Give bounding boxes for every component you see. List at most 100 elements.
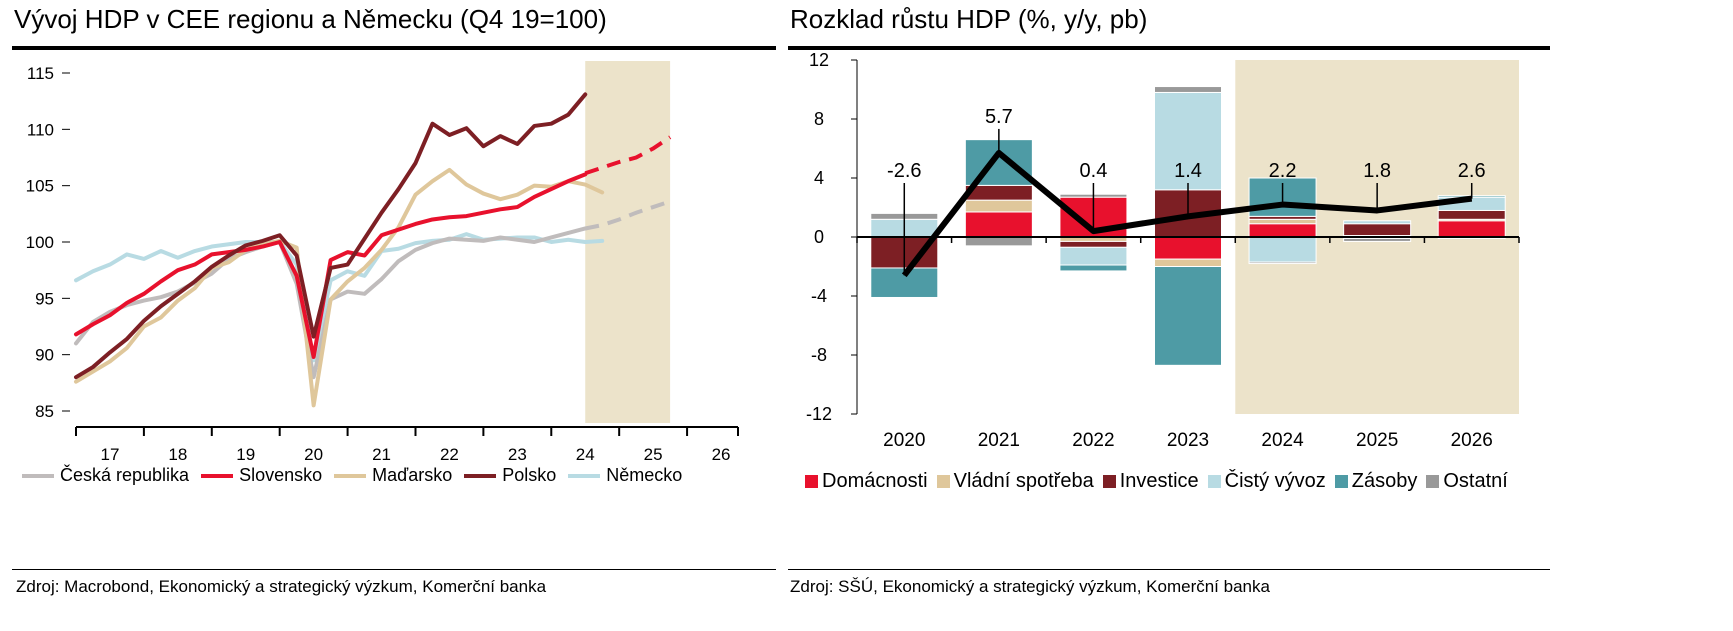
bar-segment xyxy=(1154,236,1222,260)
y-tick-label: 12 xyxy=(809,50,829,70)
y-tick-label: 8 xyxy=(814,109,824,129)
y-tick-label: 85 xyxy=(35,402,54,421)
bar-segment xyxy=(964,211,1033,238)
legend-label: Investice xyxy=(1119,470,1199,492)
left-chart-title: Vývoj HDP v CEE regionu a Německu (Q4 19… xyxy=(14,4,607,34)
right-chart-title: Rozklad růstu HDP (%, y/y, pb) xyxy=(790,4,1148,34)
left-legend: Česká republika Slovensko Maďarsko Polsko Ně… xyxy=(22,465,694,486)
left-line-chart: 85 90 95 100 105 110 115 17 18 19 20 21 22 23 24 25 26 xyxy=(26,61,739,464)
series-line xyxy=(74,172,588,359)
data-label: 1.8 xyxy=(1363,160,1391,182)
y-tick-label: 105 xyxy=(26,177,54,196)
legend-label: Domácnosti xyxy=(822,470,928,492)
legend-item: Slovensko xyxy=(201,465,322,486)
legend-label: Česká republika xyxy=(60,465,190,485)
y-tick-label: 4 xyxy=(814,168,824,188)
legend-swatch xyxy=(936,475,950,488)
x-tick-label: 2024 xyxy=(1261,430,1304,451)
y-tick-label: 0 xyxy=(814,227,824,247)
right-title-rule xyxy=(788,46,1550,50)
legend-line-swatch xyxy=(22,473,54,478)
bar-segment xyxy=(1059,240,1128,248)
left-source: Zdroj: Macrobond, Ekonomický a strategic… xyxy=(16,577,547,596)
data-label: -2.6 xyxy=(887,160,921,182)
bar-segment xyxy=(1437,209,1506,220)
data-label: 1.4 xyxy=(1174,160,1202,182)
x-tick-label: 22 xyxy=(440,445,459,464)
right-source: Zdroj: SŠÚ, Ekonomický a strategický výz… xyxy=(790,577,1270,596)
x-tick-label: 2025 xyxy=(1356,430,1398,451)
y-tick-label: 90 xyxy=(35,346,54,365)
legend-swatch xyxy=(805,475,818,488)
y-tick-label: 115 xyxy=(27,64,54,83)
data-label: 2.2 xyxy=(1269,160,1297,182)
x-tick-label: 25 xyxy=(644,445,663,464)
legend-item: Česká republika xyxy=(22,465,189,486)
series-forecast-line xyxy=(584,135,672,176)
x-tick-label: 2026 xyxy=(1451,430,1493,451)
legend-label: Polsko xyxy=(502,465,557,485)
legend-label: Čistý vývoz xyxy=(1224,470,1326,492)
legend-item: Maďarsko xyxy=(334,465,452,486)
right-bar-chart: 12 8 4 0 -4 -8 -12 2020 2021 2022 2023 2024 2025 2026… xyxy=(806,50,1520,451)
data-label: 5.7 xyxy=(985,106,1013,128)
legend-item: Zásoby xyxy=(1334,470,1418,493)
series-line xyxy=(74,92,588,380)
legend-line-swatch xyxy=(568,473,601,478)
legend-swatch xyxy=(1102,475,1116,488)
bar-segment xyxy=(1248,218,1317,225)
y-tick-label: 100 xyxy=(26,233,54,252)
x-tick-label: 20 xyxy=(304,445,323,464)
bar-segment xyxy=(1343,237,1412,242)
legend-label: Ostatní xyxy=(1443,470,1508,492)
y-tick-label: -4 xyxy=(811,286,827,306)
legend-item: Čistý vývoz xyxy=(1207,470,1326,493)
legend-item: Ostatní xyxy=(1426,470,1508,493)
legend-item: Německo xyxy=(568,465,682,486)
legend-item: Domácnosti xyxy=(805,470,928,493)
y-tick-label: 95 xyxy=(35,289,54,308)
bar-segment xyxy=(1059,264,1128,272)
bar-segment xyxy=(1248,223,1317,238)
legend-label: Zásoby xyxy=(1351,470,1418,492)
right-source-rule xyxy=(788,569,1550,570)
x-tick-label: 2021 xyxy=(978,430,1020,451)
bar-segment xyxy=(1154,91,1222,191)
legend-line-swatch xyxy=(201,473,234,478)
series-forecast-line xyxy=(584,199,671,231)
bar-segment xyxy=(964,236,1033,247)
x-tick-label: 24 xyxy=(576,445,595,464)
bar-segment xyxy=(1059,246,1128,266)
bar-segment xyxy=(1437,220,1506,238)
x-tick-label: 2022 xyxy=(1072,430,1114,451)
x-tick-label: 2023 xyxy=(1167,430,1209,451)
legend-item: Polsko xyxy=(464,465,556,486)
legend-line-swatch xyxy=(334,473,367,478)
bar-segment xyxy=(1248,236,1317,263)
bar-segment xyxy=(1154,266,1222,366)
legend-label: Vládní spotřeba xyxy=(953,470,1094,492)
bar-segment xyxy=(1154,86,1222,93)
y-tick-label: -12 xyxy=(806,404,832,424)
x-tick-label: 17 xyxy=(100,445,119,464)
bar-segment xyxy=(964,199,1033,213)
left-source-rule xyxy=(12,569,776,570)
x-tick-label: 21 xyxy=(372,445,391,464)
x-tick-label: 18 xyxy=(168,445,187,464)
series-line xyxy=(74,167,605,408)
data-label: 2.6 xyxy=(1458,160,1486,182)
bar-segment xyxy=(1343,220,1412,225)
x-tick-label: 26 xyxy=(712,445,731,464)
legend-line-swatch xyxy=(464,473,497,478)
x-tick-label: 19 xyxy=(236,445,255,464)
bar-segment xyxy=(1343,223,1412,237)
legend-item: Investice xyxy=(1102,470,1199,493)
data-label: 0.4 xyxy=(1080,160,1108,182)
right-legend: Domácnosti Vládní spotřeba Investice Čistý … xyxy=(805,470,1517,493)
x-tick-label: 2020 xyxy=(883,430,925,451)
legend-swatch xyxy=(1207,475,1221,488)
x-tick-label: 23 xyxy=(508,445,527,464)
legend-item: Vládní spotřeba xyxy=(936,470,1094,493)
bar-segment xyxy=(1154,258,1222,267)
legend-swatch xyxy=(1334,475,1348,488)
